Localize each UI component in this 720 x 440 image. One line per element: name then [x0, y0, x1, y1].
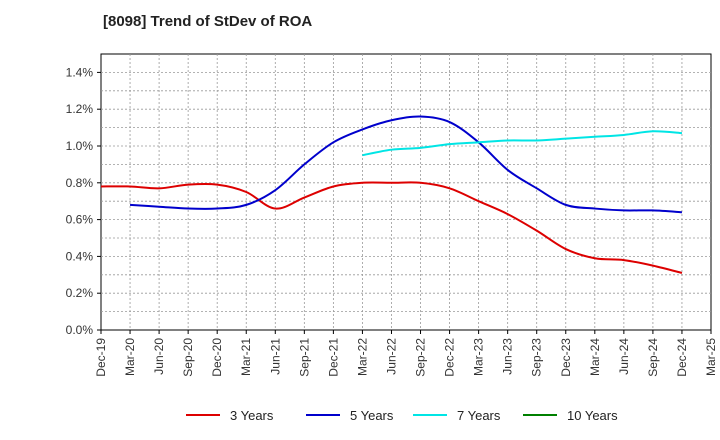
x-tick-label: Dec-22 — [443, 338, 457, 377]
legend-label: 3 Years — [230, 407, 274, 423]
x-tick-label: Dec-19 — [94, 338, 108, 377]
y-tick-label: 1.0% — [66, 139, 94, 153]
legend-label: 7 Years — [457, 407, 501, 423]
x-tick-label: Mar-24 — [588, 338, 602, 376]
series-line-7-years — [362, 130, 683, 157]
series-line-3-years — [100, 181, 683, 274]
y-tick-label: 1.4% — [66, 65, 94, 79]
x-tick-label: Dec-23 — [559, 338, 573, 377]
x-tick-label: Dec-24 — [675, 338, 689, 377]
x-tick-label: Dec-20 — [210, 338, 224, 377]
y-tick-label: 0.4% — [66, 249, 94, 263]
x-tick-label: Jun-24 — [617, 338, 631, 375]
y-tick-label: 0.8% — [66, 176, 94, 190]
plot-area — [100, 53, 712, 331]
y-tick-label: 0.6% — [66, 213, 94, 227]
legend-item: 10 Years — [523, 405, 618, 425]
x-tick-label: Jun-22 — [384, 338, 398, 375]
x-tick-label: Mar-25 — [704, 338, 718, 376]
grid-lines — [101, 54, 711, 330]
series-lines — [100, 115, 683, 274]
legend-item: 3 Years — [186, 405, 273, 425]
legend-swatch — [523, 414, 557, 416]
y-tick-label: 1.2% — [66, 102, 94, 116]
legend-item: 7 Years — [413, 405, 500, 425]
legend-item: 5 Years — [306, 405, 393, 425]
legend-swatch — [186, 414, 220, 416]
x-axis-ticks: Dec-19 Mar-20 Jun-20 Sep-20 Dec-20 Mar-21 Jun-… — [94, 330, 718, 377]
x-tick-label: Sep-24 — [646, 338, 660, 377]
x-tick-label: Jun-23 — [501, 338, 515, 375]
x-tick-label: Mar-22 — [355, 338, 369, 376]
x-tick-label: Mar-21 — [239, 338, 253, 376]
x-tick-label: Sep-23 — [530, 338, 544, 377]
legend-swatch — [413, 414, 447, 416]
x-tick-label: Jun-21 — [268, 338, 282, 375]
y-axis-ticks: 0.0% 0.2% 0.4% 0.6% 0.8% 1.0% 1.2% 1.4% — [66, 65, 101, 337]
legend-label: 5 Years — [350, 407, 394, 423]
y-tick-label: 0.2% — [66, 286, 94, 300]
x-tick-label: Sep-21 — [297, 338, 311, 377]
series-line-5-years — [129, 115, 683, 214]
legend: 3 Years 5 Years 7 Years 10 Years — [0, 405, 720, 427]
x-tick-label: Jun-20 — [152, 338, 166, 375]
chart-title: [8098] Trend of StDev of ROA — [103, 13, 313, 30]
x-tick-label: Dec-21 — [326, 338, 340, 377]
legend-label: 10 Years — [567, 407, 618, 423]
x-tick-label: Mar-23 — [472, 338, 486, 376]
x-tick-label: Sep-20 — [181, 338, 195, 377]
x-tick-label: Sep-22 — [414, 338, 428, 377]
legend-swatch — [306, 414, 340, 416]
y-tick-label: 0.0% — [66, 323, 94, 337]
x-tick-label: Mar-20 — [123, 338, 137, 376]
